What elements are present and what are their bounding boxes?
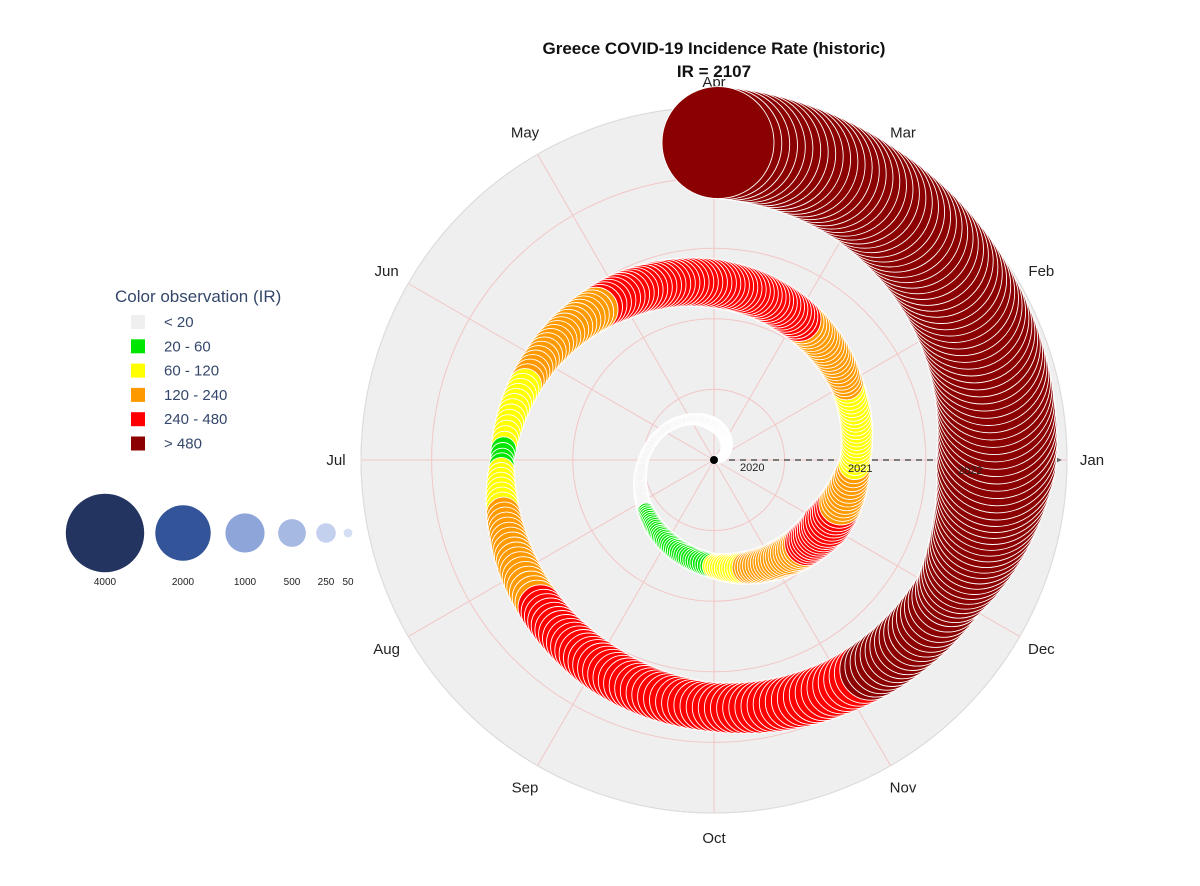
size-legend-bubble-1000 — [225, 513, 265, 553]
year-label-2020: 2020 — [740, 462, 764, 474]
color-legend-swatch — [131, 315, 145, 329]
color-legend-swatch — [131, 339, 145, 354]
month-label-jul: Jul — [326, 452, 345, 469]
size-legend-label: 50 — [342, 577, 354, 588]
color-legend-label: 20 - 60 — [164, 338, 211, 355]
data-point — [661, 86, 775, 200]
size-legend-bubble-250 — [316, 523, 336, 543]
month-label-feb: Feb — [1028, 263, 1054, 280]
grid-spoke — [537, 459, 715, 766]
color-legend-label: < 20 — [164, 314, 194, 331]
month-label-oct: Oct — [702, 830, 726, 847]
size-legend-bubble-500 — [278, 519, 306, 547]
size-legend-label: 1000 — [234, 577, 257, 588]
month-label-may: May — [511, 125, 540, 142]
size-legend-bubble-2000 — [155, 505, 211, 561]
year-label-2021: 2021 — [848, 463, 872, 475]
month-label-aug: Aug — [373, 641, 400, 658]
month-label-sep: Sep — [512, 779, 539, 796]
month-label-dec: Dec — [1028, 641, 1055, 658]
color-legend-swatch — [131, 387, 145, 402]
month-label-nov: Nov — [890, 779, 917, 796]
color-legend-swatch — [131, 436, 145, 451]
color-legend-swatch — [131, 363, 145, 378]
month-label-jan: Jan — [1080, 452, 1104, 469]
color-legend-title: Color observation (IR) — [115, 287, 281, 306]
chart-subtitle: IR = 2107 — [677, 62, 751, 81]
year-label-2022: 2022 — [958, 465, 982, 477]
color-legend-label: 240 - 480 — [164, 411, 227, 428]
month-label-jun: Jun — [375, 263, 399, 280]
size-legend-label: 500 — [284, 577, 301, 588]
color-legend: < 20 20 - 60 60 - 120 120 - 240 240 - 480 > 4… — [131, 314, 227, 453]
size-legend-label: 2000 — [172, 577, 195, 588]
size-legend-bubble-50 — [343, 528, 353, 538]
month-label-mar: Mar — [890, 125, 916, 142]
size-legend: 4000 2000 1000 500 250 50 — [65, 493, 354, 588]
origin-dot — [710, 456, 718, 464]
size-legend-bubble-4000 — [65, 493, 145, 573]
grid-spoke — [408, 459, 715, 637]
size-legend-label: 250 — [318, 577, 335, 588]
color-legend-swatch — [131, 412, 145, 427]
grid-spoke — [713, 459, 891, 766]
size-legend-label: 4000 — [94, 577, 117, 588]
color-legend-label: > 480 — [164, 436, 202, 453]
data-points — [485, 86, 1058, 735]
color-legend-label: 120 - 240 — [164, 387, 227, 404]
chart-title: Greece COVID-19 Incidence Rate (historic… — [543, 39, 886, 58]
color-legend-label: 60 - 120 — [164, 363, 219, 380]
